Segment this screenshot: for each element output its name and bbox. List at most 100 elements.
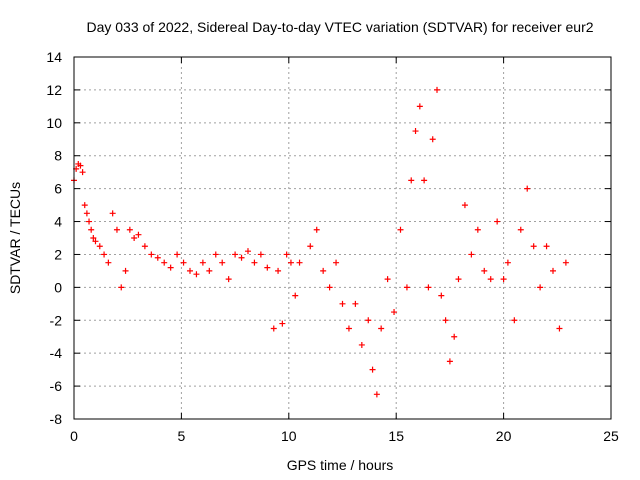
data-point [219, 259, 226, 266]
x-tick-label: 5 [178, 428, 186, 444]
y-tick-label: -6 [50, 378, 63, 394]
data-point [251, 259, 258, 266]
data-point [345, 325, 352, 332]
data-point [92, 238, 99, 245]
x-tick-label: 15 [388, 428, 404, 444]
data-point [455, 276, 462, 283]
data-point [320, 267, 327, 274]
data-point [500, 276, 507, 283]
data-point [180, 259, 187, 266]
data-point [313, 226, 320, 233]
data-point [88, 226, 95, 233]
data-point [429, 136, 436, 143]
axis-ticks [73, 56, 612, 420]
data-point [461, 202, 468, 209]
data-point [83, 210, 90, 217]
data-point [118, 284, 125, 291]
data-point [446, 358, 453, 365]
y-axis-label: SDTVAR / TECUs [7, 182, 23, 294]
data-point [113, 226, 120, 233]
x-tick-label: 10 [281, 428, 297, 444]
data-point [244, 248, 251, 255]
data-point [481, 267, 488, 274]
data-point [96, 243, 103, 250]
data-point [556, 325, 563, 332]
data-point [397, 226, 404, 233]
data-point [434, 86, 441, 93]
data-point [416, 103, 423, 110]
data-point [442, 317, 449, 324]
data-point [148, 251, 155, 258]
data-point [550, 267, 557, 274]
data-point [504, 259, 511, 266]
x-axis-label: GPS time / hours [287, 457, 394, 473]
data-point [238, 254, 245, 261]
data-point [167, 264, 174, 271]
y-tick-label: 0 [54, 279, 62, 295]
data-point [530, 243, 537, 250]
data-point [206, 267, 213, 274]
data-point [101, 251, 108, 258]
data-point [365, 317, 372, 324]
y-tick-label: 6 [54, 181, 62, 197]
data-point [174, 251, 181, 258]
data-point [384, 276, 391, 283]
data-point [109, 210, 116, 217]
data-point [283, 251, 290, 258]
plot-frame [73, 56, 612, 420]
data-point [412, 128, 419, 135]
y-tick-label: 12 [46, 82, 62, 98]
data-point [474, 226, 481, 233]
data-point [438, 292, 445, 299]
data-point [86, 218, 93, 225]
data-point [524, 185, 531, 192]
data-point [468, 251, 475, 258]
data-point [287, 259, 294, 266]
data-point [369, 366, 376, 373]
y-tick-label: 8 [54, 148, 62, 164]
data-points [71, 86, 569, 398]
data-point [425, 284, 432, 291]
data-point [373, 391, 380, 398]
x-tick-label: 0 [70, 428, 78, 444]
data-point [562, 259, 569, 266]
data-point [279, 320, 286, 327]
data-point [494, 218, 501, 225]
data-point [232, 251, 239, 258]
data-point [122, 267, 129, 274]
data-point [135, 231, 142, 238]
data-point [326, 284, 333, 291]
data-point [186, 267, 193, 274]
y-tick-label: -2 [50, 312, 63, 328]
data-point [212, 251, 219, 258]
data-point [537, 284, 544, 291]
data-point [193, 271, 200, 278]
data-point [154, 254, 161, 261]
data-point [270, 325, 277, 332]
data-point [543, 243, 550, 250]
data-point [264, 264, 271, 271]
y-tick-label: 2 [54, 246, 62, 262]
data-point [487, 276, 494, 283]
data-point [79, 169, 86, 176]
data-point [275, 267, 282, 274]
grid [74, 57, 611, 419]
data-point [296, 259, 303, 266]
data-point [358, 341, 365, 348]
data-point [408, 177, 415, 184]
data-point [161, 259, 168, 266]
data-point [77, 162, 84, 169]
data-point [352, 300, 359, 307]
x-tick-label: 25 [603, 428, 619, 444]
data-point [225, 276, 232, 283]
data-point [126, 226, 133, 233]
tick-labels: 0 5 10 15 20 25 -8 -6 -4 -2 0 2 4 6 8 10 12 14 [46, 49, 619, 444]
data-point [421, 177, 428, 184]
data-point [141, 243, 148, 250]
data-point [131, 235, 138, 241]
y-tick-label: 10 [46, 115, 62, 131]
data-point [333, 259, 340, 266]
data-point [511, 317, 518, 324]
data-point [81, 202, 88, 209]
